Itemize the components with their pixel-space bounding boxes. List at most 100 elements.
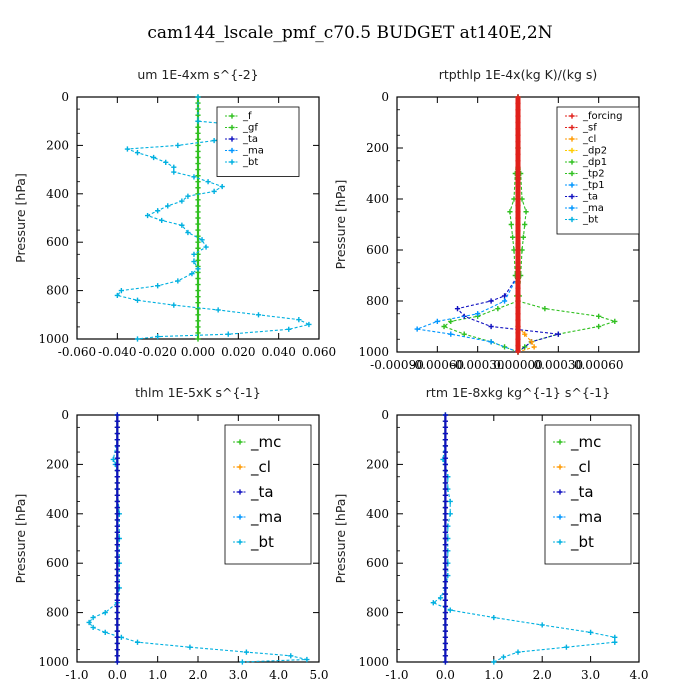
data-point (114, 424, 120, 430)
x-tick-label: 2.0 (188, 668, 207, 682)
data-point (515, 170, 521, 177)
data-point (114, 535, 120, 542)
panel-2: rtpthlp 1E-4x(kg K)/(kg s) Pressure [hPa]… (333, 67, 640, 372)
data-point (442, 461, 448, 467)
data-point (286, 326, 292, 332)
legend-marker (557, 439, 563, 445)
data-point (114, 443, 120, 449)
data-point (163, 159, 169, 165)
data-point (195, 130, 201, 136)
x-tick-label: 3.0 (581, 668, 600, 682)
data-point (288, 653, 294, 659)
data-point (442, 418, 448, 424)
data-point (102, 610, 108, 616)
x-tick-label: 0.00000 (493, 358, 543, 372)
legend-entry: _mc (570, 433, 601, 452)
series-line-bt (116, 97, 311, 340)
data-point (442, 455, 448, 461)
data-point (442, 542, 448, 548)
y-tick-label: 800 (366, 294, 389, 308)
legend-marker (237, 539, 243, 545)
legend-marker (569, 136, 575, 142)
y-tick-label: 400 (366, 507, 389, 521)
y-tick-label: 600 (366, 243, 389, 257)
data-point (515, 139, 521, 145)
legend-marker (237, 489, 243, 495)
y-tick-label: 1000 (358, 655, 389, 669)
legend-marker (569, 205, 575, 211)
legend-entry: _bt (250, 533, 274, 552)
data-point (515, 132, 521, 138)
data-point (515, 336, 521, 342)
data-point (501, 293, 508, 299)
data-point (195, 124, 201, 130)
data-point (195, 160, 201, 167)
data-point (134, 639, 141, 645)
data-point (134, 336, 141, 342)
data-point (102, 629, 108, 635)
data-point (442, 443, 448, 449)
data-point (515, 228, 521, 234)
data-point (185, 229, 191, 236)
legend-entry: _ma (582, 203, 604, 214)
data-point (515, 183, 521, 189)
data-point (442, 467, 448, 474)
y-tick-label: 600 (366, 556, 389, 570)
y-tick-label: 600 (46, 235, 69, 249)
y-tick-label: 400 (366, 192, 389, 206)
legend-marker (237, 439, 243, 445)
data-point (515, 100, 521, 106)
data-point (114, 542, 120, 548)
data-point (488, 298, 494, 304)
data-point (461, 331, 467, 337)
data-point (306, 321, 312, 328)
data-point (90, 624, 96, 631)
data-point (454, 306, 461, 312)
data-point (442, 474, 448, 480)
data-point (195, 227, 201, 233)
data-point (441, 323, 447, 330)
data-point (195, 221, 201, 227)
data-point (90, 614, 96, 621)
data-point (434, 318, 440, 324)
legend-marker (569, 182, 575, 188)
data-point (515, 279, 521, 285)
data-point (515, 107, 521, 113)
x-tick-label: 0.020 (221, 345, 255, 359)
x-tick-label: 2.0 (533, 668, 552, 682)
data-point (495, 306, 501, 312)
legend-entry: _ta (242, 134, 258, 145)
data-point (515, 304, 521, 310)
data-point (596, 323, 602, 330)
legend-entry: _ta (570, 483, 594, 502)
data-point (442, 653, 448, 659)
data-point (500, 654, 507, 660)
series-ta (114, 412, 120, 665)
data-point (195, 288, 201, 294)
data-point (195, 330, 201, 336)
data-point (442, 616, 448, 622)
data-point (612, 639, 618, 645)
y-tick-label: 0 (381, 408, 389, 422)
data-point (195, 179, 201, 185)
legend-marker (229, 124, 235, 131)
data-point (114, 610, 120, 616)
data-point (491, 614, 497, 621)
y-axis-label: Pressure [hPa] (333, 494, 348, 584)
series-ta (454, 94, 561, 355)
data-point (195, 233, 201, 239)
data-point (488, 323, 494, 330)
data-point (195, 185, 201, 191)
data-point (114, 603, 120, 610)
data-point (555, 331, 561, 337)
data-point (114, 616, 120, 622)
y-tick-label: 0 (61, 408, 69, 422)
data-point (515, 221, 521, 228)
data-point (515, 145, 521, 151)
y-tick-label: 0 (381, 90, 389, 104)
legend-entry: _ma (242, 146, 264, 157)
data-point (155, 208, 161, 214)
series-tp1 (414, 94, 521, 355)
data-point (195, 312, 201, 318)
data-point (475, 311, 481, 317)
